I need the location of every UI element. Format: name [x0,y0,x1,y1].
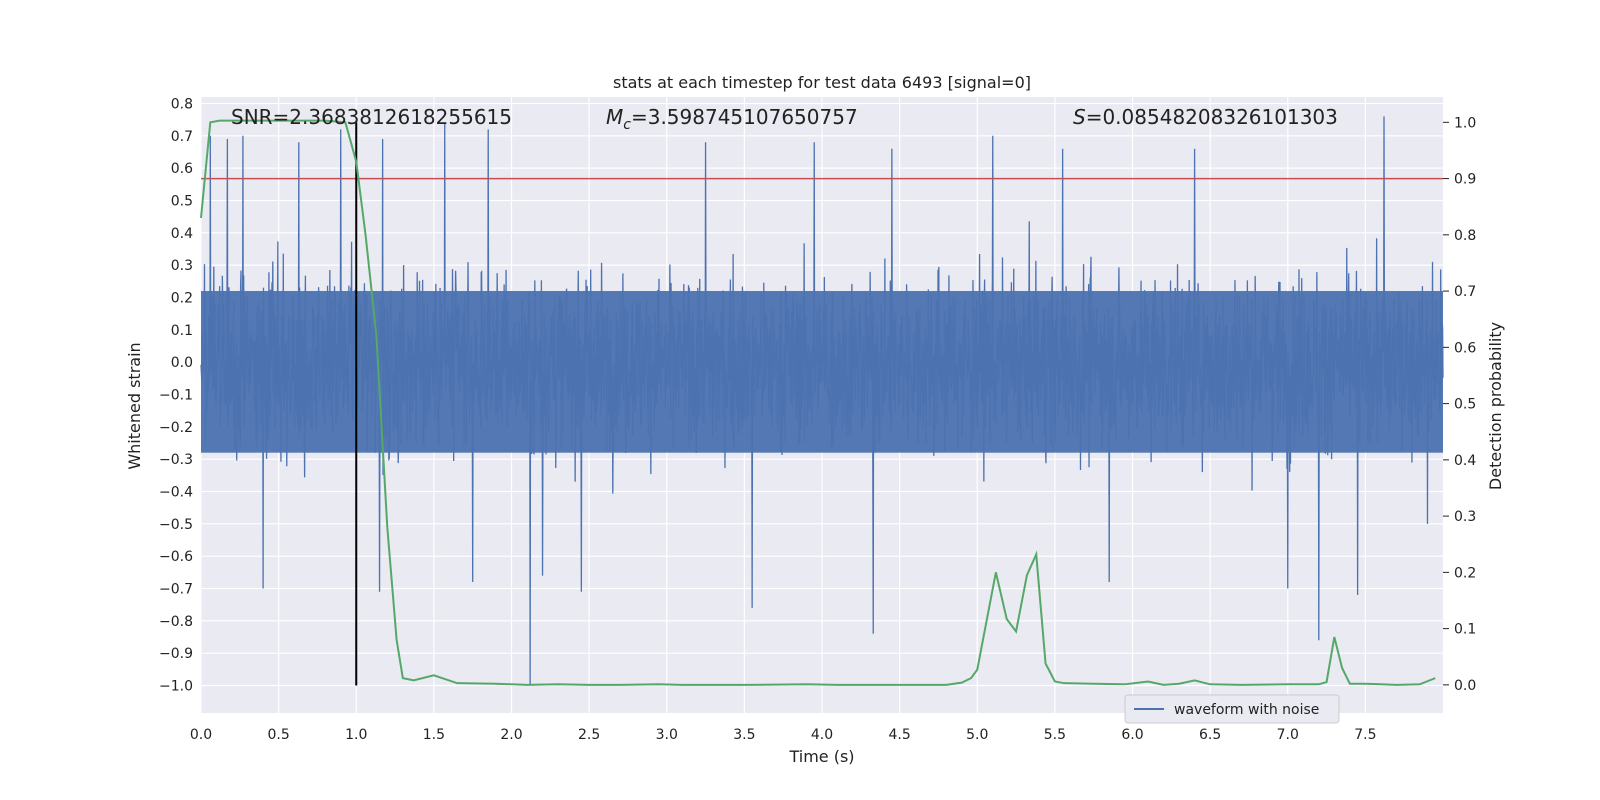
s-symbol: S [1073,105,1086,129]
s-annotation: S=0.08548208326101303 [1073,105,1338,129]
x-tick-label: 7.0 [1277,727,1299,743]
x-tick-label: 4.0 [811,727,833,743]
y-left-tick-label: 0.6 [171,161,193,177]
s-value: =0.08548208326101303 [1086,105,1338,129]
y-left-tick-label: −0.1 [159,387,193,403]
legend-label-waveform: waveform with noise [1174,702,1319,718]
x-tick-label: 2.5 [578,727,600,743]
y-left-tick-label: 0.8 [171,96,193,112]
y-left-tick-label: −0.3 [159,452,193,468]
y-left-tick-label: 0.2 [171,290,193,306]
x-tick-label: 0.0 [190,727,212,743]
chirp-mass-annotation: Mc=3.598745107650757 [606,105,858,133]
y-left-tick-label: −0.4 [159,484,193,500]
y-left-tick-label: 0.3 [171,258,193,274]
x-tick-label: 1.0 [345,727,367,743]
y-right-tick-label: 0.8 [1454,228,1476,244]
chirp-mass-subscript: c [623,117,631,133]
y-left-axis-title: Whitened strain [125,342,144,469]
probability-series-line [200,119,1436,686]
y-left-tick-label: −0.6 [159,549,193,565]
y-right-tick-label: 0.7 [1454,284,1476,300]
chirp-mass-value: =3.598745107650757 [631,105,858,129]
y-left-tick-label: 0.4 [171,226,193,242]
x-tick-label: 5.5 [1044,727,1066,743]
y-left-tick-label: −0.2 [159,420,193,436]
chart-title: stats at each timestep for test data 649… [613,73,1031,92]
y-left-tick-label: 0.5 [171,193,193,209]
y-right-tick-label: 0.3 [1454,509,1476,525]
y-right-axis-ticks: 1.0 0.9 0.8 0.7 0.6 0.5 0.4 0.3 0.2 0.1 0.0 [1443,115,1476,694]
y-right-axis-title: Detection probability [1486,322,1505,490]
y-right-tick-label: 0.4 [1454,453,1476,469]
x-tick-label: 2.0 [500,727,522,743]
waveform-series [200,116,1444,686]
x-tick-label: 6.5 [1199,727,1221,743]
legend: waveform with noise [1124,694,1340,724]
y-left-tick-label: −0.7 [159,582,193,598]
y-left-tick-label: −1.0 [159,679,193,695]
x-axis-ticks: 0.0 0.5 1.0 1.5 2.0 2.5 3.0 3.5 4.0 4.5 5.0 5.5 6.0 6… [190,727,1377,743]
snr-annotation: SNR=2.3683812618255615 [231,105,512,129]
y-right-tick-label: 0.5 [1454,397,1476,413]
x-tick-label: 3.5 [733,727,755,743]
y-left-axis-ticks: 0.8 0.7 0.6 0.5 0.4 0.3 0.2 0.1 0.0 −0.1 −0.2 −0.3 −… [159,96,193,694]
waveform-dense-band [201,291,1443,453]
y-right-tick-label: 0.2 [1454,565,1476,581]
y-right-tick-label: 0.9 [1454,172,1476,188]
x-tick-label: 6.0 [1121,727,1143,743]
x-tick-label: 5.0 [966,727,988,743]
y-right-tick-label: 0.0 [1454,678,1476,694]
y-left-tick-label: −0.8 [159,614,193,630]
y-left-tick-label: −0.9 [159,646,193,662]
y-left-tick-label: 0.0 [171,355,193,371]
y-left-tick-label: −0.5 [159,517,193,533]
y-right-tick-label: 0.6 [1454,340,1476,356]
x-tick-label: 1.5 [423,727,445,743]
x-tick-label: 0.5 [267,727,289,743]
x-tick-label: 7.5 [1354,727,1376,743]
y-left-tick-label: 0.1 [171,323,193,339]
x-tick-label: 3.0 [656,727,678,743]
legend-box [1124,694,1340,724]
y-left-tick-label: 0.7 [171,129,193,145]
y-right-tick-label: 0.1 [1454,622,1476,638]
x-tick-label: 4.5 [888,727,910,743]
chirp-mass-symbol: M [606,105,623,129]
y-right-tick-label: 1.0 [1454,115,1476,131]
x-axis-title: Time (s) [788,747,854,766]
